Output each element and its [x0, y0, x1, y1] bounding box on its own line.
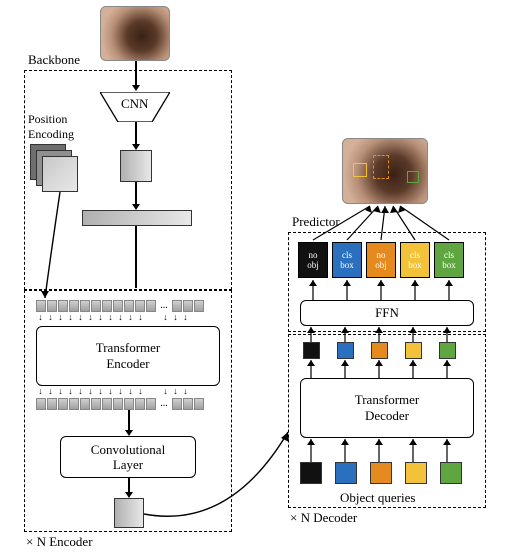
conv-feature [114, 498, 144, 528]
ffn-query-0 [303, 342, 320, 359]
cnn-label: CNN [121, 96, 148, 112]
wide-feature [82, 210, 192, 226]
ffn-query-3 [405, 342, 422, 359]
encoder-out-row: ... [36, 398, 204, 410]
det-box-yellow [353, 163, 367, 177]
ellipsis-2: ... [157, 398, 171, 410]
tiny-arrows-in: ↓↓↓ ↓↓↓ ↓↓↓ ↓↓ ↓↓↓ [36, 313, 190, 321]
query-3 [405, 462, 427, 484]
output-image [342, 138, 428, 204]
arrow-feat-wide [135, 182, 137, 204]
input-image-top [100, 6, 170, 61]
arrow-cnn-feat [135, 122, 137, 144]
transformer-decoder: Transformer Decoder [300, 378, 474, 438]
pos-enc-1 [42, 156, 78, 192]
pred-box-3: clsbox [400, 242, 430, 278]
cnn-feature [120, 150, 152, 182]
object-queries-label: Object queries [340, 490, 415, 506]
conv-layer: Convolutional Layer [60, 436, 196, 478]
pred-box-2: noobj [366, 242, 396, 278]
query-2 [370, 462, 392, 484]
arrow-img-cnn [135, 61, 137, 85]
query-4 [440, 462, 462, 484]
encoder-in-row: ... [36, 300, 204, 312]
arrow-enc-conv [128, 410, 130, 430]
ffn-query-2 [371, 342, 388, 359]
pred-box-0: noobj [298, 242, 328, 278]
arrow-img-cnn-head [132, 85, 140, 91]
det-box-green [407, 171, 419, 183]
backbone-label: Backbone [28, 52, 80, 68]
n-encoder-label: × N Encoder [26, 534, 93, 550]
pred-row: noobjclsboxnoobjclsboxclsbox [298, 242, 464, 278]
query-1 [335, 462, 357, 484]
pred-box-1: clsbox [332, 242, 362, 278]
arrow-conv-feat [128, 478, 130, 492]
pos-enc-label: Position Encoding [28, 112, 74, 142]
query-0 [300, 462, 322, 484]
ffn-query-4 [439, 342, 456, 359]
ffn-box: FFN [300, 300, 474, 326]
transformer-encoder: Transformer Encoder [36, 326, 220, 386]
arrow-wide-enc [135, 226, 137, 288]
predictor-label: Predictor [292, 214, 340, 230]
ffn-query-1 [337, 342, 354, 359]
tiny-arrows-out: ↓↓↓ ↓↓↓ ↓↓↓ ↓↓ ↓↓↓ [36, 387, 190, 395]
query-row [300, 462, 462, 484]
ffn-query-row [303, 342, 456, 359]
n-decoder-label: × N Decoder [290, 510, 357, 526]
ellipsis-1: ... [157, 300, 171, 312]
pred-box-4: clsbox [434, 242, 464, 278]
det-box-orange [373, 155, 389, 179]
